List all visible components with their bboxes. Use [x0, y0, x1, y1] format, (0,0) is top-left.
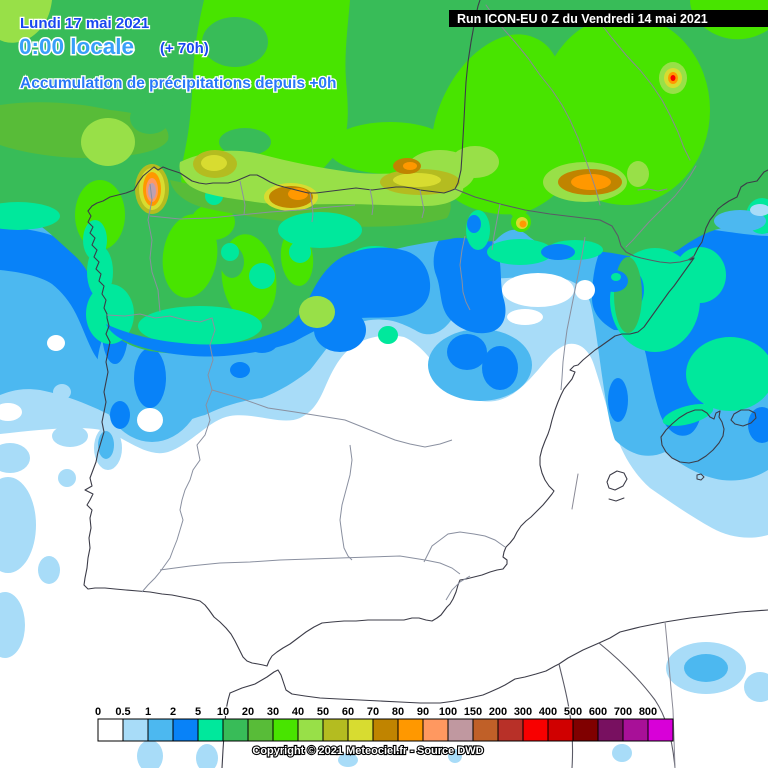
- svg-text:200: 200: [489, 706, 507, 718]
- svg-text:300: 300: [514, 706, 532, 718]
- svg-text:600: 600: [589, 706, 607, 718]
- svg-text:5: 5: [195, 706, 201, 718]
- svg-text:70: 70: [367, 706, 379, 718]
- svg-text:50: 50: [317, 706, 329, 718]
- svg-text:1: 1: [145, 706, 151, 718]
- svg-text:800: 800: [639, 706, 657, 718]
- svg-text:Accumulation de précipitations: Accumulation de précipitations depuis +0…: [20, 75, 337, 92]
- svg-text:150: 150: [464, 706, 482, 718]
- svg-text:20: 20: [242, 706, 254, 718]
- svg-text:80: 80: [392, 706, 404, 718]
- svg-text:60: 60: [342, 706, 354, 718]
- svg-text:500: 500: [564, 706, 582, 718]
- svg-text:700: 700: [614, 706, 632, 718]
- svg-text:10: 10: [217, 706, 229, 718]
- svg-text:Lundi 17 mai 2021: Lundi 17 mai 2021: [20, 15, 149, 32]
- svg-text:(+ 70h): (+ 70h): [160, 40, 209, 57]
- svg-text:0:00 locale: 0:00 locale: [19, 34, 134, 59]
- svg-text:0: 0: [95, 706, 101, 718]
- svg-text:2: 2: [170, 706, 176, 718]
- svg-text:Run ICON-EU 0 Z du Vendredi 14: Run ICON-EU 0 Z du Vendredi 14 mai 2021: [457, 12, 708, 26]
- svg-text:0.5: 0.5: [115, 706, 130, 718]
- svg-text:90: 90: [417, 706, 429, 718]
- svg-text:Copyright © 2021 Meteociel.fr: Copyright © 2021 Meteociel.fr - Source D…: [252, 745, 483, 757]
- svg-text:40: 40: [292, 706, 304, 718]
- svg-text:400: 400: [539, 706, 557, 718]
- svg-text:100: 100: [439, 706, 457, 718]
- svg-text:30: 30: [267, 706, 279, 718]
